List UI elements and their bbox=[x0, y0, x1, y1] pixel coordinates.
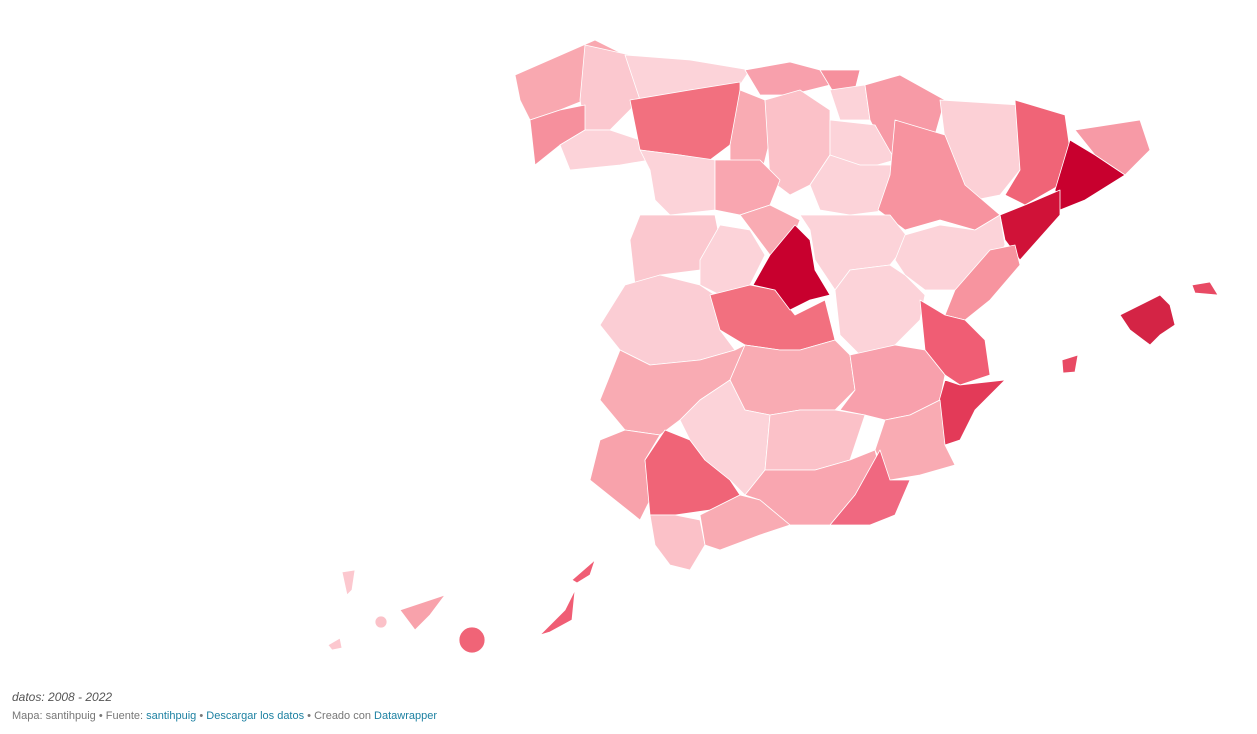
province bbox=[639, 149, 716, 216]
province bbox=[934, 379, 1006, 446]
island bbox=[458, 626, 486, 654]
province bbox=[729, 339, 856, 416]
province bbox=[1004, 99, 1071, 206]
province bbox=[829, 449, 911, 526]
island bbox=[1061, 354, 1079, 374]
province bbox=[999, 189, 1061, 261]
created-label: Creado con bbox=[314, 710, 371, 722]
province bbox=[649, 514, 706, 571]
datawrapper-link[interactable]: Datawrapper bbox=[374, 710, 438, 722]
island bbox=[399, 594, 446, 631]
download-link[interactable]: Descargar los datos bbox=[206, 710, 305, 722]
province bbox=[1074, 119, 1151, 176]
credits: Mapa: santihpuig • Fuente: santihpuig • … bbox=[12, 710, 437, 722]
separator: • bbox=[98, 710, 103, 722]
island bbox=[1191, 281, 1219, 296]
province bbox=[877, 119, 1001, 231]
map-credit: Mapa: santihpuig bbox=[12, 710, 96, 722]
map bbox=[327, 39, 1219, 654]
province bbox=[752, 224, 831, 311]
separator: • bbox=[307, 710, 312, 722]
island bbox=[571, 559, 596, 584]
source-link[interactable]: santihpuig bbox=[146, 710, 197, 722]
island bbox=[374, 615, 388, 629]
province bbox=[944, 244, 1021, 321]
island bbox=[539, 589, 576, 636]
province bbox=[699, 494, 791, 551]
source-label: Fuente: bbox=[105, 710, 144, 722]
footer-note: datos: 2008 - 2022 bbox=[12, 690, 113, 704]
island bbox=[1119, 294, 1176, 346]
provinces bbox=[327, 39, 1219, 654]
island bbox=[327, 637, 343, 651]
province bbox=[744, 61, 831, 96]
province bbox=[1054, 139, 1126, 211]
province bbox=[829, 84, 871, 121]
separator: • bbox=[199, 710, 204, 722]
island bbox=[341, 569, 356, 596]
